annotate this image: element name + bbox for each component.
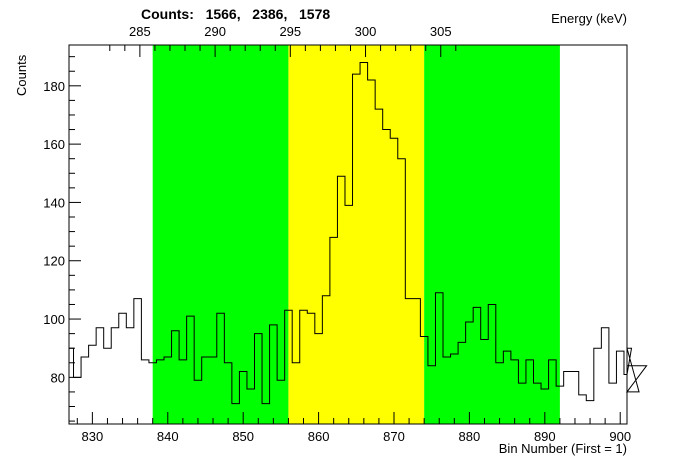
tick-labels: 830 840 850 860 870 880 890 900 80 100 120 140 160 18… bbox=[43, 24, 631, 444]
top-tick-label: 290 bbox=[204, 24, 226, 39]
top-tick-label: 295 bbox=[279, 24, 301, 39]
tick-marks bbox=[69, 45, 621, 424]
counts-value-peak: 2386 bbox=[252, 6, 284, 22]
y-tick-label: 120 bbox=[43, 254, 65, 269]
x-tick-label: 900 bbox=[609, 429, 631, 444]
top-tick-label: 285 bbox=[129, 24, 151, 39]
x-axis-title: Bin Number (First = 1) bbox=[498, 441, 627, 456]
x-tick-label: 860 bbox=[308, 429, 330, 444]
y-axis-title: Counts bbox=[14, 54, 29, 96]
region-peak bbox=[288, 45, 425, 424]
x-tick-label: 880 bbox=[459, 429, 481, 444]
top-axis-title: Energy (keV) bbox=[551, 11, 627, 26]
histogram-series-line bbox=[69, 61, 648, 405]
counts-summary: Counts: 1566, 2386, 1578 bbox=[141, 6, 331, 22]
y-tick-label: 160 bbox=[43, 137, 65, 152]
top-tick-label: 300 bbox=[355, 24, 377, 39]
x-tick-label: 830 bbox=[82, 429, 104, 444]
x-tick-label: 850 bbox=[232, 429, 254, 444]
counts-value-right: 1578 bbox=[299, 6, 331, 22]
top-tick-label: 305 bbox=[430, 24, 452, 39]
regions-layer bbox=[152, 45, 560, 424]
y-tick-label: 80 bbox=[51, 370, 65, 385]
y-tick-label: 100 bbox=[43, 312, 65, 327]
y-tick-label: 140 bbox=[43, 195, 65, 210]
counts-label: Counts: bbox=[141, 6, 194, 22]
x-tick-label: 890 bbox=[534, 429, 556, 444]
y-tick-label: 180 bbox=[43, 79, 65, 94]
x-tick-label: 870 bbox=[383, 429, 405, 444]
region-background-right bbox=[424, 45, 560, 424]
region-background-left bbox=[152, 45, 289, 424]
counts-value-left: 1566 bbox=[205, 6, 237, 22]
x-tick-label: 840 bbox=[157, 429, 179, 444]
plot-frame bbox=[68, 44, 628, 425]
